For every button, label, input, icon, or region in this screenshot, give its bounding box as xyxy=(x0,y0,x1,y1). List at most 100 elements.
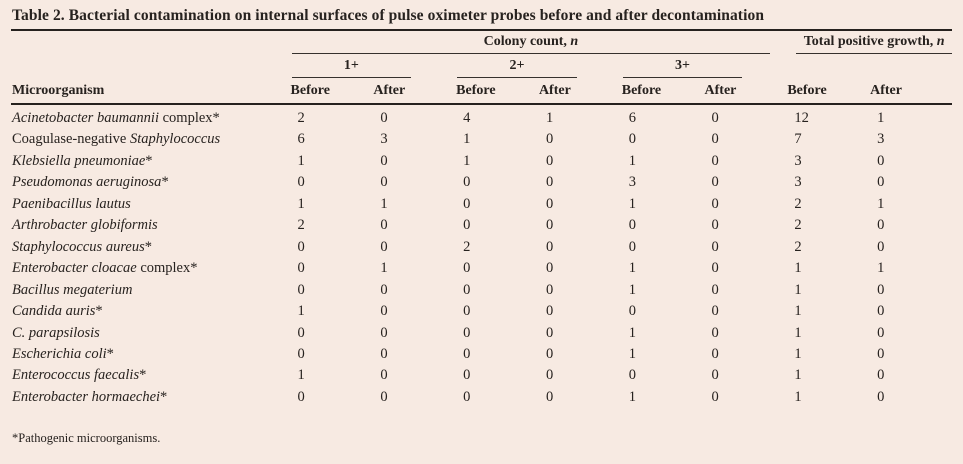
organism-name-italic-segment: Escherichia coli xyxy=(12,345,107,362)
cell-value: 0 xyxy=(297,281,305,298)
cell-value: 0 xyxy=(545,303,554,320)
cell-value: 1 xyxy=(794,281,802,298)
cell-value: 3 xyxy=(794,152,802,169)
cell-value: 0 xyxy=(380,324,388,341)
table-row: Enterococcus faecalis* 1 0 0 0 0 0 1 0 xyxy=(11,365,952,386)
cell-value: 1 xyxy=(628,324,636,341)
before-column-header-1plus: Before xyxy=(290,83,330,98)
organism-name-italic-segment: Acinetobacter baumannii xyxy=(12,110,159,126)
cell-value: 1 xyxy=(463,152,471,169)
cell-value: 0 xyxy=(711,217,719,234)
organism-name-italic-segment: Enterobacter hormaechei xyxy=(12,388,161,405)
organism-name-plain-segment: * xyxy=(95,303,103,320)
cell-value: 0 xyxy=(545,281,554,298)
cell-value: 0 xyxy=(380,174,388,191)
cell-value: 0 xyxy=(877,238,885,255)
after-column-header-2plus: After xyxy=(538,83,571,98)
table-row: Escherichia coli* 0 0 0 0 1 0 1 0 xyxy=(11,344,952,365)
cell-value: 0 xyxy=(463,303,471,320)
cell-value: 3 xyxy=(628,174,636,191)
cell-value: 0 xyxy=(711,152,719,169)
table-row: Arthrobacter globiformis 2 0 0 0 0 0 2 0 xyxy=(11,215,952,236)
organism-name-plain-segment: complex* xyxy=(136,260,198,277)
group-2plus-header: 2+ xyxy=(455,54,621,78)
cell-value: 1 xyxy=(628,345,636,362)
table-row: Klebsiella pneumoniae* 1 0 1 0 1 0 3 0 xyxy=(11,151,952,172)
table-row: Bacillus megaterium 0 0 0 0 1 0 1 0 xyxy=(11,280,952,301)
organism-name-italic-segment: Arthrobacter globiformis xyxy=(12,217,158,234)
before-column-header-total: Before xyxy=(787,83,827,98)
cell-value: 0 xyxy=(297,174,305,191)
cell-value: 0 xyxy=(877,303,885,320)
cell-value: 6 xyxy=(628,110,636,126)
organism-name-plain-segment: * xyxy=(145,152,153,169)
cell-value: 0 xyxy=(711,367,719,384)
organism-name-italic-segment: Enterobacter cloacae xyxy=(12,260,137,277)
cell-value: 1 xyxy=(628,260,636,277)
microorganism-name: Enterobacter cloacae complex* xyxy=(11,258,290,279)
organism-name-italic-segment: Candida auris xyxy=(12,303,96,320)
cell-value: 2 xyxy=(297,217,305,234)
cell-value: 0 xyxy=(463,388,471,405)
cell-value: 1 xyxy=(628,152,636,169)
cell-value: 1 xyxy=(794,303,802,320)
microorganism-name: Enterobacter hormaechei* xyxy=(11,387,290,408)
cell-value: 0 xyxy=(545,195,554,212)
table-title: Table 2. Bacterial contamination on inte… xyxy=(11,4,952,31)
cell-value: 0 xyxy=(380,152,388,169)
cell-value: 0 xyxy=(877,324,885,341)
table-footnote: *Pathogenic microorganisms. xyxy=(12,431,161,446)
microorganism-column-header: Microorganism xyxy=(12,83,105,98)
after-column-header-3plus: After xyxy=(704,83,737,98)
spacer-cell xyxy=(786,54,952,78)
cell-value: 1 xyxy=(877,260,885,277)
cell-value: 0 xyxy=(545,260,554,277)
cell-value: 0 xyxy=(463,281,471,298)
microorganism-name: C. parapsilosis xyxy=(11,323,290,344)
cell-value: 0 xyxy=(628,131,636,148)
cell-value: 0 xyxy=(711,260,719,277)
cell-value: 4 xyxy=(463,110,471,126)
cell-value: 0 xyxy=(545,131,554,148)
organism-name-plain-segment: * xyxy=(106,345,114,362)
cell-value: 0 xyxy=(711,388,719,405)
cell-value: 0 xyxy=(545,367,554,384)
table-row: Paenibacillus lautus 1 1 0 0 1 0 2 1 xyxy=(11,194,952,215)
organism-name-italic-segment: Bacillus megaterium xyxy=(12,281,133,298)
organism-name-italic-segment: Staphylococcus xyxy=(129,131,221,148)
cell-value: 0 xyxy=(877,367,885,384)
cell-value: 0 xyxy=(628,303,636,320)
microorganism-name: Arthrobacter globiformis xyxy=(11,215,290,236)
microorganism-name: Paenibacillus lautus xyxy=(11,194,290,215)
header-row-plus-levels: 1+ 2+ 3+ xyxy=(11,54,952,78)
organism-name-italic-segment: C. parapsilosis xyxy=(12,324,100,341)
cell-value: 0 xyxy=(380,281,388,298)
cell-value: 0 xyxy=(380,217,388,234)
cell-value: 2 xyxy=(794,238,802,255)
cell-value: 0 xyxy=(380,367,388,384)
microorganism-name: Escherichia coli* xyxy=(11,344,290,365)
cell-value: 1 xyxy=(380,195,388,212)
cell-value: 1 xyxy=(794,367,802,384)
cell-value: 0 xyxy=(297,324,305,341)
cell-value: 0 xyxy=(545,152,554,169)
contamination-table: Colony count, n Total positive growth, n… xyxy=(11,31,952,408)
cell-value: 1 xyxy=(794,345,802,362)
colony-count-group-header: Colony count, n xyxy=(290,31,787,54)
cell-value: 1 xyxy=(877,195,885,212)
cell-value: 7 xyxy=(794,131,802,148)
cell-value: 0 xyxy=(711,324,719,341)
cell-value: 3 xyxy=(380,131,388,148)
group-1plus-header: 1+ xyxy=(290,54,456,78)
cell-value: 0 xyxy=(711,303,719,320)
organism-name-plain-segment: * xyxy=(144,238,153,255)
cell-value: 1 xyxy=(463,131,471,148)
table-row: Acinetobacter baumannii complex* 2 0 4 1 6 0 12… xyxy=(11,104,952,129)
cell-value: 0 xyxy=(380,388,388,405)
cell-value: 1 xyxy=(794,324,802,341)
microorganism-name: Candida auris* xyxy=(11,301,290,322)
cell-value: 0 xyxy=(877,281,885,298)
spacer-cell xyxy=(11,31,290,54)
total-growth-label: Total positive growth, xyxy=(803,34,937,49)
